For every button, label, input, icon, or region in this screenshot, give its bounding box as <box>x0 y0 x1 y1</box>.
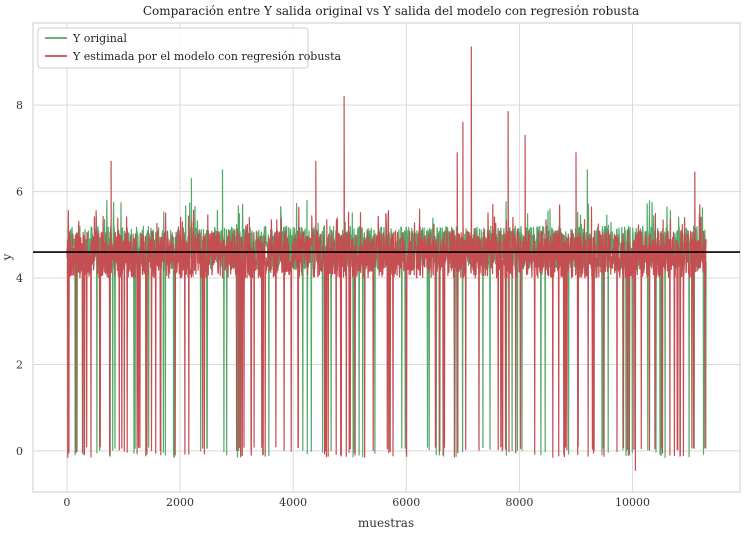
y-tick-label: 4 <box>16 272 23 285</box>
y-tick-label: 6 <box>16 186 23 199</box>
x-tick-label: 10000 <box>615 496 650 509</box>
chart-title: Comparación entre Y salida original vs Y… <box>143 4 639 18</box>
legend: Y original Y estimada por el modelo con … <box>37 27 342 69</box>
x-tick-label: 2000 <box>166 496 194 509</box>
legend-box <box>37 27 309 69</box>
y-axis-label: y <box>0 253 14 261</box>
x-tick-label: 6000 <box>392 496 420 509</box>
series-estimated <box>66 46 707 471</box>
series-line-estimated <box>66 46 707 471</box>
legend-label-original: Y original <box>72 32 127 45</box>
y-tick-label: 8 <box>16 99 23 112</box>
x-tick-label: 0 <box>63 496 70 509</box>
y-tick-label: 2 <box>16 358 23 371</box>
legend-label-estimated: Y estimada por el modelo con regresión r… <box>72 50 342 63</box>
x-tick-label: 4000 <box>279 496 307 509</box>
y-tick-label: 0 <box>16 445 23 458</box>
tick-labels: 0 2000 4000 6000 8000 10000 0 2 4 6 8 <box>16 99 650 509</box>
x-axis-label: muestras <box>358 516 414 530</box>
x-tick-label: 8000 <box>505 496 533 509</box>
